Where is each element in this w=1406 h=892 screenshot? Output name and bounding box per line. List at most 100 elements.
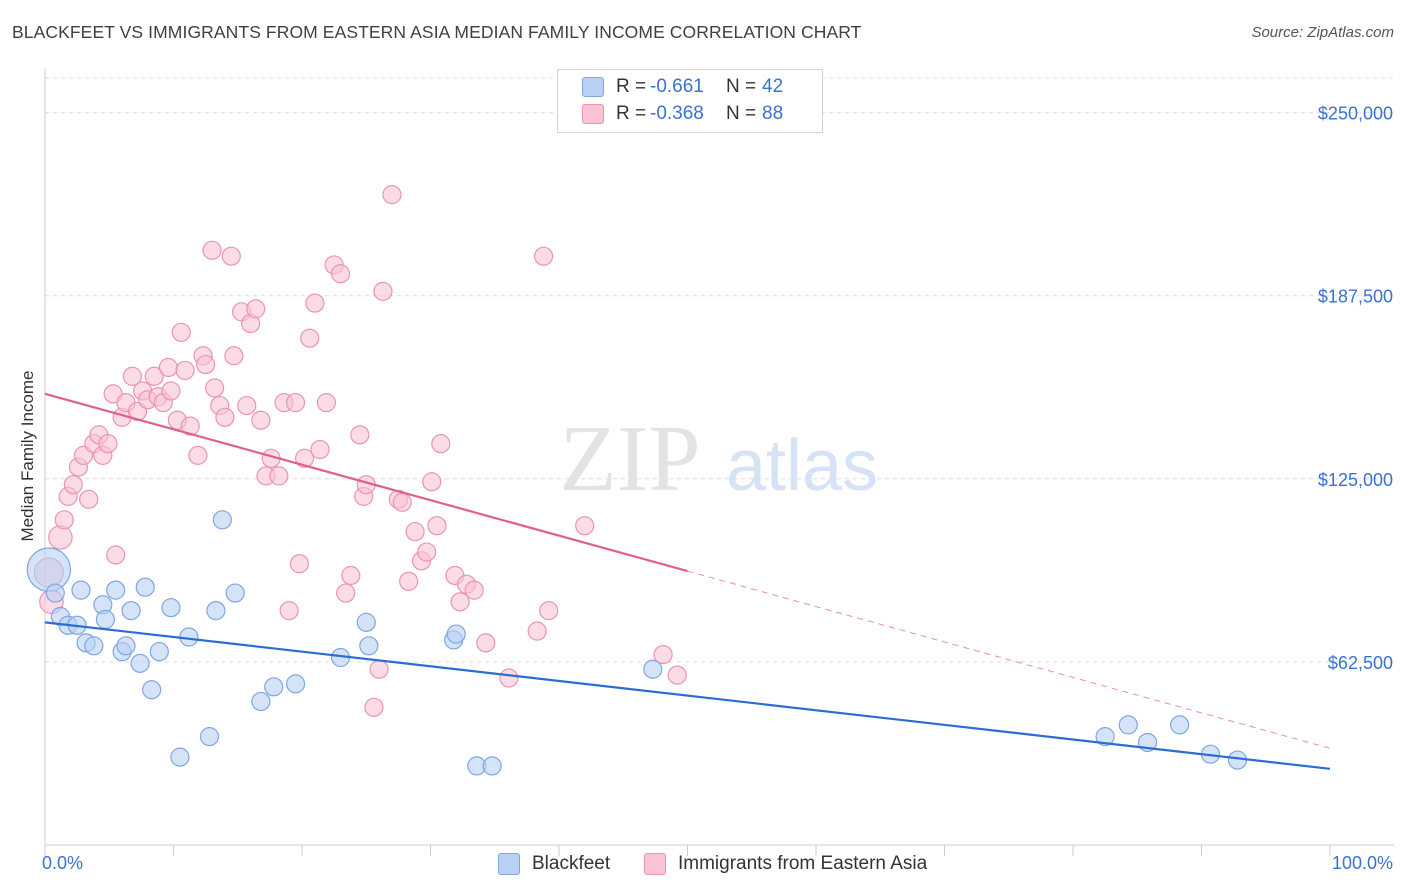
data-point-immigrants — [399, 571, 419, 591]
legend-row-blackfeet: R = -0.661 N = 42 — [582, 75, 783, 99]
data-point-immigrants — [392, 492, 412, 512]
data-point-immigrants — [450, 592, 470, 612]
data-point-immigrants — [171, 322, 191, 342]
data-point-immigrants — [431, 434, 451, 454]
data-point-immigrants — [350, 425, 370, 445]
data-point-blackfeet — [116, 636, 136, 656]
legend-r-label: R = — [616, 76, 647, 97]
x-tick-label-min: 0.0% — [42, 853, 83, 873]
data-point-immigrants — [202, 240, 222, 260]
legend-row-immigrants: R = -0.368 N = 88 — [582, 102, 783, 126]
data-point-immigrants — [427, 516, 447, 536]
data-point-immigrants — [464, 580, 484, 600]
data-point-immigrants — [79, 489, 99, 509]
data-point-blackfeet — [285, 674, 306, 694]
bottom-legend-label: Immigrants from Eastern Asia — [678, 853, 928, 874]
data-point-immigrants — [294, 448, 315, 468]
data-point-blackfeet — [1118, 715, 1138, 735]
data-point-immigrants — [221, 246, 241, 266]
data-point-immigrants — [575, 516, 595, 536]
x-tick-label-max: 100.0% — [1332, 853, 1393, 873]
data-point-immigrants — [316, 393, 337, 413]
y-tick-label: $125,000 — [1318, 470, 1393, 490]
data-point-immigrants — [196, 354, 216, 375]
chart-title: BLACKFEET VS IMMIGRANTS FROM EASTERN ASI… — [12, 22, 862, 42]
data-point-immigrants — [161, 381, 181, 401]
data-point-immigrants — [373, 281, 393, 301]
y-tick-labels: $62,500 $125,000 $187,500 $250,000 — [1318, 104, 1393, 673]
data-point-blackfeet — [95, 609, 115, 630]
legend-n-value: 88 — [762, 103, 784, 124]
data-point-immigrants — [382, 185, 402, 205]
y-tick-label: $62,500 — [1328, 653, 1393, 673]
data-point-blackfeet — [170, 747, 190, 767]
legend-r-label: R = — [616, 103, 647, 124]
data-point-blackfeet — [356, 612, 376, 632]
correlation-legend: R = -0.661 N = 42 R = -0.368 N = 88 — [557, 69, 823, 133]
data-point-immigrants — [205, 378, 225, 398]
data-point-immigrants — [364, 697, 384, 717]
data-point-immigrants — [269, 466, 289, 486]
legend-r-value: -0.661 — [650, 76, 704, 97]
bottom-legend-immigrants: Immigrants from Eastern Asia — [644, 851, 927, 877]
data-point-blackfeet — [45, 583, 65, 603]
data-point-immigrants — [98, 434, 118, 454]
data-point-blackfeet — [206, 601, 226, 621]
axes — [44, 68, 1394, 856]
data-point-immigrants — [533, 246, 554, 266]
data-point-immigrants — [667, 665, 687, 685]
data-point-immigrants — [300, 328, 320, 348]
trend-line-blackfeet — [44, 621, 1331, 770]
data-point-immigrants — [63, 475, 83, 495]
data-point-immigrants — [215, 407, 235, 427]
y-axis-title: Median Family Income — [18, 370, 37, 541]
data-point-immigrants — [188, 445, 208, 465]
data-point-blackfeet — [135, 577, 155, 597]
watermark-zip: ZIP — [560, 407, 701, 511]
y-tick-label: $250,000 — [1318, 104, 1393, 124]
watermark-atlas: atlas — [726, 426, 878, 506]
data-point-blackfeet — [199, 727, 220, 747]
gridlines — [45, 77, 1394, 663]
data-point-blackfeet — [71, 580, 91, 600]
data-point-blackfeet — [161, 598, 181, 618]
data-point-immigrants — [279, 601, 299, 621]
data-point-immigrants — [417, 542, 437, 562]
data-point-blackfeet — [1095, 727, 1115, 747]
trend-lines — [44, 392, 1331, 770]
data-point-immigrants — [527, 621, 547, 641]
legend-swatch-blue — [582, 77, 604, 97]
bottom-legend-swatch-blue — [498, 853, 520, 875]
data-point-immigrants — [237, 395, 257, 416]
data-point-blackfeet — [142, 680, 162, 700]
data-point-immigrants — [310, 439, 330, 460]
data-point-immigrants — [175, 360, 195, 381]
data-point-immigrants — [180, 416, 200, 436]
series-blackfeet-points — [26, 510, 1248, 776]
data-point-blackfeet — [26, 547, 72, 592]
data-point-immigrants — [422, 472, 442, 492]
data-point-blackfeet — [212, 510, 232, 530]
y-tick-label: $187,500 — [1318, 287, 1393, 307]
data-point-blackfeet — [84, 636, 104, 656]
data-point-immigrants — [405, 521, 425, 542]
data-point-immigrants — [251, 410, 271, 430]
trend-line-immigrants-extension — [687, 570, 1331, 749]
bottom-legend-blackfeet: Blackfeet — [498, 851, 610, 877]
trend-line-immigrants — [44, 392, 688, 573]
data-point-immigrants — [289, 554, 310, 574]
legend-swatch-pink — [582, 104, 604, 124]
legend-r-value: -0.368 — [650, 103, 704, 124]
legend-n-label: N = — [726, 76, 757, 97]
legend-n-value: 42 — [762, 76, 784, 97]
data-point-immigrants — [144, 366, 164, 386]
data-point-blackfeet — [446, 624, 466, 644]
data-point-immigrants — [341, 565, 361, 586]
data-point-immigrants — [305, 293, 325, 313]
source-label: Source: ZipAtlas.com — [1251, 24, 1394, 41]
data-point-immigrants — [285, 393, 306, 413]
data-point-immigrants — [48, 525, 73, 550]
data-point-immigrants — [224, 346, 244, 366]
legend-n-label: N = — [726, 103, 757, 124]
